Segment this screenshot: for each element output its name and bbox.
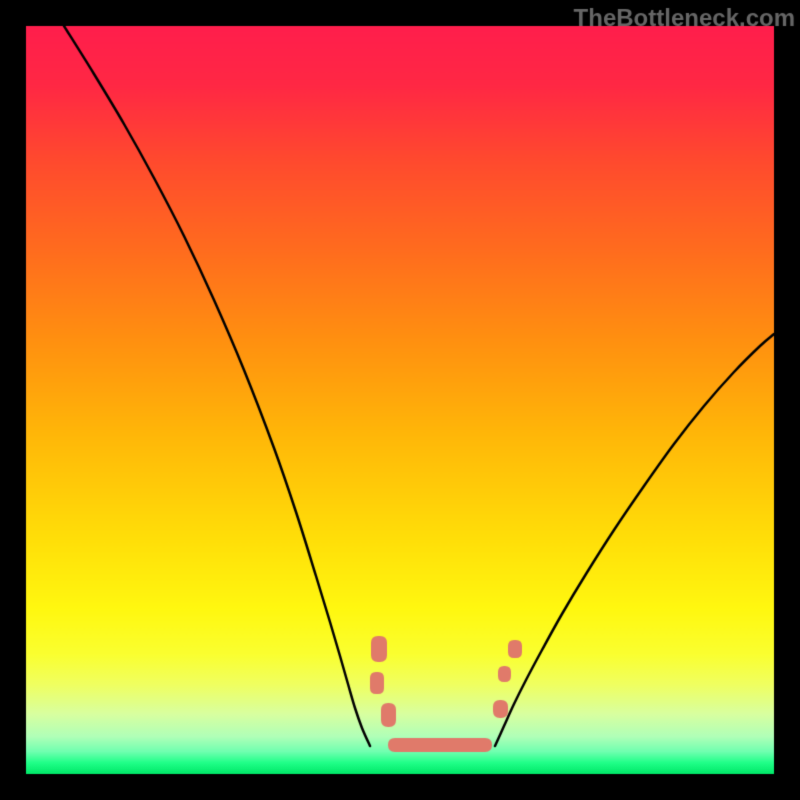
bottleneck-chart (0, 0, 800, 800)
